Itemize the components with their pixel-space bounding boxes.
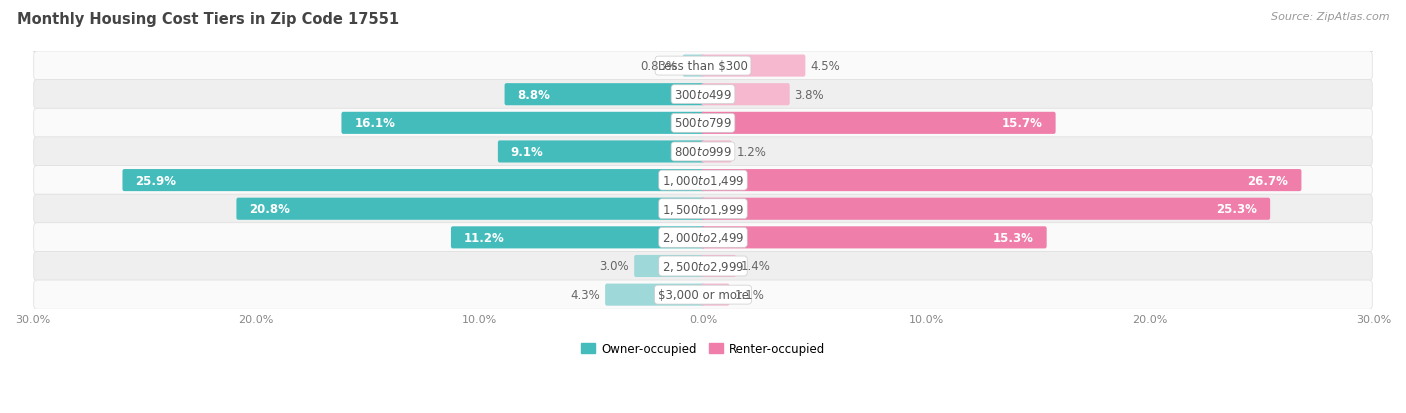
Text: 15.7%: 15.7%	[1002, 117, 1043, 130]
FancyBboxPatch shape	[236, 198, 704, 220]
Text: 4.5%: 4.5%	[810, 60, 839, 73]
FancyBboxPatch shape	[342, 112, 704, 135]
Text: Monthly Housing Cost Tiers in Zip Code 17551: Monthly Housing Cost Tiers in Zip Code 1…	[17, 12, 399, 27]
FancyBboxPatch shape	[34, 166, 1372, 195]
Text: 9.1%: 9.1%	[510, 146, 544, 159]
Text: $2,500 to $2,999: $2,500 to $2,999	[662, 259, 744, 273]
Text: 20.8%: 20.8%	[249, 203, 290, 216]
FancyBboxPatch shape	[702, 141, 731, 163]
Text: $2,000 to $2,499: $2,000 to $2,499	[662, 231, 744, 245]
Text: $500 to $799: $500 to $799	[673, 117, 733, 130]
Text: 15.3%: 15.3%	[993, 231, 1033, 244]
Text: 16.1%: 16.1%	[354, 117, 395, 130]
FancyBboxPatch shape	[634, 255, 704, 278]
FancyBboxPatch shape	[605, 284, 704, 306]
Text: 1.2%: 1.2%	[737, 146, 766, 159]
Text: $1,000 to $1,499: $1,000 to $1,499	[662, 174, 744, 188]
Text: $1,500 to $1,999: $1,500 to $1,999	[662, 202, 744, 216]
Text: 25.3%: 25.3%	[1216, 203, 1257, 216]
Text: $800 to $999: $800 to $999	[673, 146, 733, 159]
Text: 8.8%: 8.8%	[517, 88, 550, 102]
FancyBboxPatch shape	[34, 252, 1372, 281]
Legend: Owner-occupied, Renter-occupied: Owner-occupied, Renter-occupied	[576, 337, 830, 360]
Text: 11.2%: 11.2%	[464, 231, 505, 244]
Text: 26.7%: 26.7%	[1247, 174, 1288, 187]
FancyBboxPatch shape	[34, 195, 1372, 224]
FancyBboxPatch shape	[702, 112, 1056, 135]
Text: $300 to $499: $300 to $499	[673, 88, 733, 102]
FancyBboxPatch shape	[34, 81, 1372, 109]
Text: 3.8%: 3.8%	[794, 88, 824, 102]
FancyBboxPatch shape	[34, 138, 1372, 167]
FancyBboxPatch shape	[34, 52, 1372, 81]
Text: 4.3%: 4.3%	[571, 288, 600, 301]
FancyBboxPatch shape	[505, 84, 704, 106]
FancyBboxPatch shape	[702, 55, 806, 78]
Text: $3,000 or more: $3,000 or more	[658, 288, 748, 301]
Text: Source: ZipAtlas.com: Source: ZipAtlas.com	[1271, 12, 1389, 22]
Text: 1.1%: 1.1%	[734, 288, 763, 301]
FancyBboxPatch shape	[451, 227, 704, 249]
FancyBboxPatch shape	[702, 255, 737, 278]
FancyBboxPatch shape	[683, 55, 704, 78]
FancyBboxPatch shape	[702, 284, 730, 306]
Text: 0.83%: 0.83%	[641, 60, 678, 73]
Text: 1.4%: 1.4%	[741, 260, 770, 273]
FancyBboxPatch shape	[122, 170, 704, 192]
FancyBboxPatch shape	[34, 280, 1372, 309]
FancyBboxPatch shape	[498, 141, 704, 163]
Text: Less than $300: Less than $300	[658, 60, 748, 73]
FancyBboxPatch shape	[702, 198, 1270, 220]
Text: 25.9%: 25.9%	[135, 174, 176, 187]
FancyBboxPatch shape	[34, 223, 1372, 252]
Text: 3.0%: 3.0%	[599, 260, 630, 273]
FancyBboxPatch shape	[34, 109, 1372, 138]
FancyBboxPatch shape	[702, 170, 1302, 192]
FancyBboxPatch shape	[702, 227, 1046, 249]
FancyBboxPatch shape	[702, 84, 790, 106]
